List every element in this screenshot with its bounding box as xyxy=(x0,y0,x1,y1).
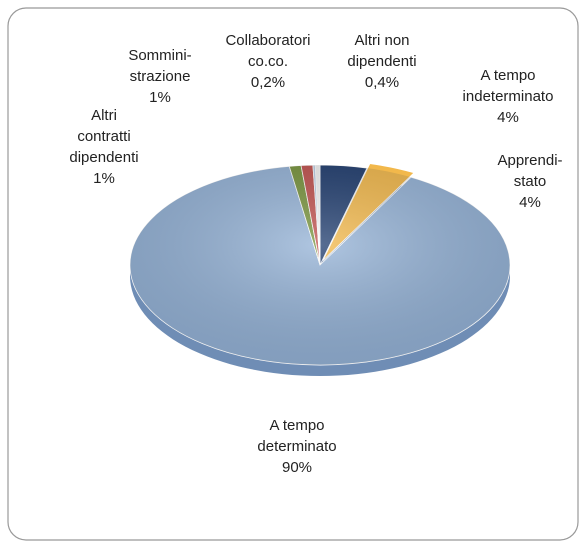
label-name: Sommini- strazione xyxy=(128,47,192,85)
label-name: Altri non dipendenti xyxy=(347,32,417,70)
label-value: 90% xyxy=(281,459,313,476)
label-value: 0,4% xyxy=(364,74,400,91)
label-name: A tempo indeterminato xyxy=(462,67,554,105)
label-value: 1% xyxy=(149,89,171,106)
label-name: Collaboratori co.co. xyxy=(225,32,311,70)
data-label: Altri contratti dipendenti 1% xyxy=(69,105,138,189)
label-name: Altri contratti dipendenti xyxy=(69,107,139,166)
data-label: Apprendi- stato 4% xyxy=(497,150,562,213)
label-value: 4% xyxy=(497,109,519,126)
label-name: A tempo determinato xyxy=(257,417,337,455)
label-name: Apprendi- stato xyxy=(497,152,563,190)
data-label: Sommini- strazione 1% xyxy=(128,45,191,108)
data-label: Collaboratori co.co. 0,2% xyxy=(225,30,310,93)
label-value: 0,2% xyxy=(250,74,286,91)
label-value: 1% xyxy=(93,170,115,187)
label-value: 4% xyxy=(519,194,541,211)
data-label: A tempo indeterminato 4% xyxy=(463,65,554,128)
data-label: A tempo determinato 90% xyxy=(257,415,336,478)
data-label: Altri non dipendenti 0,4% xyxy=(347,30,416,93)
